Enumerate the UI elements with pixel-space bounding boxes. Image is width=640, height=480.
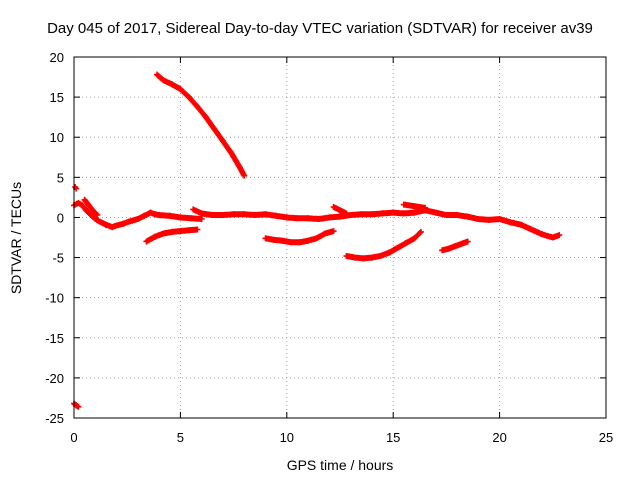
y-tick-label: -10 [45, 291, 64, 306]
series-arc-3 [71, 200, 205, 231]
y-tick-label: 0 [57, 210, 64, 225]
y-tick-label: -25 [45, 411, 64, 426]
x-tick-label: 25 [599, 430, 613, 445]
data-point [185, 226, 201, 234]
x-tick-label: 10 [280, 430, 294, 445]
data-point [188, 215, 205, 222]
y-tick-label: 20 [50, 50, 64, 65]
series-arc-8 [400, 201, 429, 211]
data-point [220, 138, 235, 157]
series-arc-1 [72, 184, 80, 192]
data-point [237, 164, 248, 179]
series-arc-5 [143, 226, 201, 245]
y-tick-label: 10 [50, 130, 64, 145]
data-point [72, 184, 80, 192]
y-axis-label: SDTVAR / TECUs [8, 181, 24, 295]
data-point [549, 232, 563, 241]
series-arc-4 [81, 196, 101, 218]
series-arc-9 [262, 228, 337, 246]
series-arc-7 [190, 206, 563, 241]
data-point [458, 238, 471, 247]
data-point [411, 203, 429, 211]
tick-labels: 0 5 10 15 20 25 -25 -20 -15 -10 -5 0 5 10 15 20 [45, 50, 613, 445]
x-tick-label: 5 [177, 430, 184, 445]
data-point [322, 228, 337, 237]
x-axis-label: GPS time / hours [286, 457, 394, 473]
x-tick-label: 0 [70, 430, 77, 445]
chart-title: Day 045 of 2017, Sidereal Day-to-day VTE… [47, 20, 593, 37]
y-tick-label: -5 [52, 251, 64, 266]
data-point [185, 94, 201, 110]
data-point [211, 126, 226, 145]
data-point [337, 207, 350, 217]
x-tick-label: 20 [492, 430, 506, 445]
y-tick-label: -15 [45, 331, 64, 346]
data-markers [71, 71, 563, 410]
plot-frame [73, 56, 607, 419]
series-arc-12 [439, 238, 471, 254]
x-tick-label: 15 [386, 430, 400, 445]
series-arc-11 [343, 228, 424, 262]
y-tick-label: 15 [50, 90, 64, 105]
grid-lines [74, 57, 606, 418]
data-point [411, 228, 424, 242]
data-point [194, 103, 209, 121]
y-tick-label: 5 [57, 170, 64, 185]
series-arc-2 [71, 400, 82, 410]
series-arc-6 [154, 71, 248, 179]
data-point [90, 208, 101, 218]
data-point [73, 402, 82, 410]
y-tick-label: -20 [45, 371, 64, 386]
series-arc-10 [330, 204, 350, 217]
